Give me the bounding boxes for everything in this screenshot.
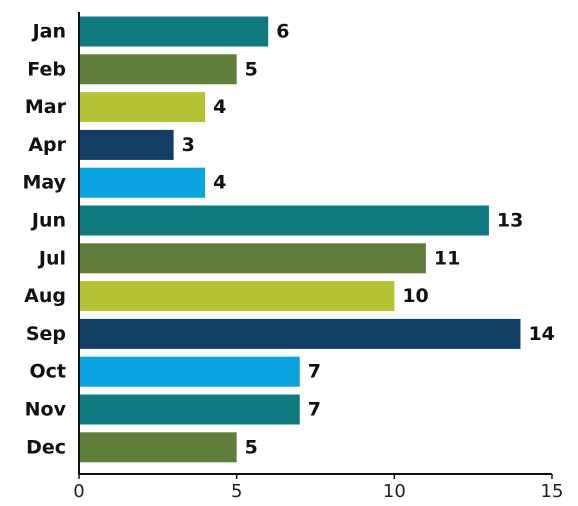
x-tick-label-15: 15 bbox=[541, 481, 564, 502]
x-tick-label-5: 5 bbox=[231, 481, 242, 502]
category-label-jun: Jun bbox=[30, 210, 66, 232]
value-label-sep: 14 bbox=[528, 323, 554, 345]
value-label-nov: 7 bbox=[308, 399, 321, 421]
value-label-jan: 6 bbox=[276, 21, 289, 43]
category-label-sep: Sep bbox=[26, 323, 66, 345]
value-label-jun: 13 bbox=[497, 210, 523, 232]
bars-layer bbox=[79, 16, 521, 463]
x-tick-label-0: 0 bbox=[73, 481, 84, 502]
category-label-jan: Jan bbox=[31, 21, 66, 43]
value-label-dec: 5 bbox=[245, 436, 258, 458]
value-label-jul: 11 bbox=[434, 247, 460, 269]
category-labels: Jan Feb Mar Apr May Jun Jul Aug Sep Oct Nov Dec bbox=[22, 21, 66, 459]
bar-feb bbox=[79, 54, 237, 85]
bar-apr bbox=[79, 129, 174, 160]
bar-jun bbox=[79, 205, 489, 236]
bar-may bbox=[79, 167, 206, 198]
category-label-aug: Aug bbox=[24, 285, 66, 307]
x-axis-ticks: 0 5 10 15 bbox=[73, 474, 563, 502]
bar-dec bbox=[79, 432, 237, 463]
bar-jul bbox=[79, 243, 426, 274]
value-label-feb: 5 bbox=[245, 58, 258, 80]
value-label-may: 4 bbox=[213, 172, 226, 194]
value-label-apr: 3 bbox=[182, 134, 195, 156]
bar-aug bbox=[79, 281, 395, 312]
category-label-mar: Mar bbox=[25, 96, 67, 118]
value-label-aug: 10 bbox=[402, 285, 428, 307]
category-label-feb: Feb bbox=[27, 58, 66, 80]
bar-nov bbox=[79, 394, 300, 425]
category-label-oct: Oct bbox=[30, 361, 67, 383]
category-label-apr: Apr bbox=[28, 134, 66, 156]
value-label-oct: 7 bbox=[308, 361, 321, 383]
category-label-nov: Nov bbox=[25, 399, 67, 421]
category-label-jul: Jul bbox=[37, 247, 66, 269]
category-label-dec: Dec bbox=[26, 436, 66, 458]
value-label-mar: 4 bbox=[213, 96, 226, 118]
bar-sep bbox=[79, 318, 521, 349]
x-tick-label-10: 10 bbox=[383, 481, 406, 502]
bar-oct bbox=[79, 356, 300, 387]
category-label-may: May bbox=[22, 172, 66, 194]
bar-mar bbox=[79, 92, 206, 123]
bar-jan bbox=[79, 16, 269, 47]
